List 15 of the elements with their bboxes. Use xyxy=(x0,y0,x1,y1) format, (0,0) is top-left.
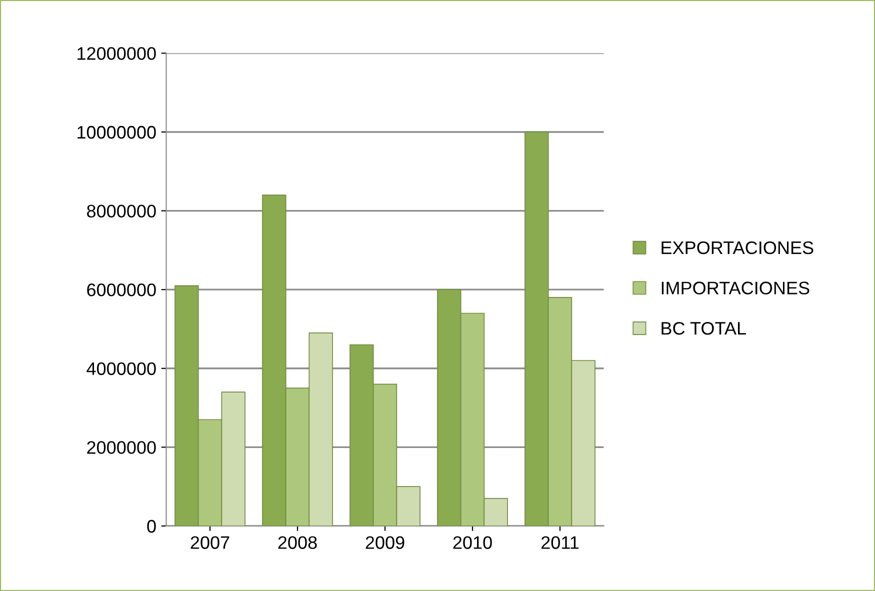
y-tick-label: 12000000 xyxy=(78,47,156,60)
y-tick-label: 2000000 xyxy=(87,441,156,454)
y-tick-label: 0 xyxy=(147,520,156,533)
x-tick-label: 2008 xyxy=(278,536,317,549)
x-tick-label: 2009 xyxy=(366,536,404,549)
legend-label: IMPORTACIONES xyxy=(662,282,810,294)
y-tick-label: 6000000 xyxy=(87,284,156,296)
legend-label: EXPORTACIONES xyxy=(662,241,814,254)
x-tick-label: 2010 xyxy=(453,536,492,549)
x-tick-label: 2011 xyxy=(541,536,579,549)
x-tick-label: 2007 xyxy=(190,536,230,549)
y-tick-label: 8000000 xyxy=(87,204,156,218)
y-tick-label: 4000000 xyxy=(86,362,156,376)
y-tick-label: 10000000 xyxy=(78,126,156,139)
legend-label: BC TOTAL xyxy=(662,322,746,335)
